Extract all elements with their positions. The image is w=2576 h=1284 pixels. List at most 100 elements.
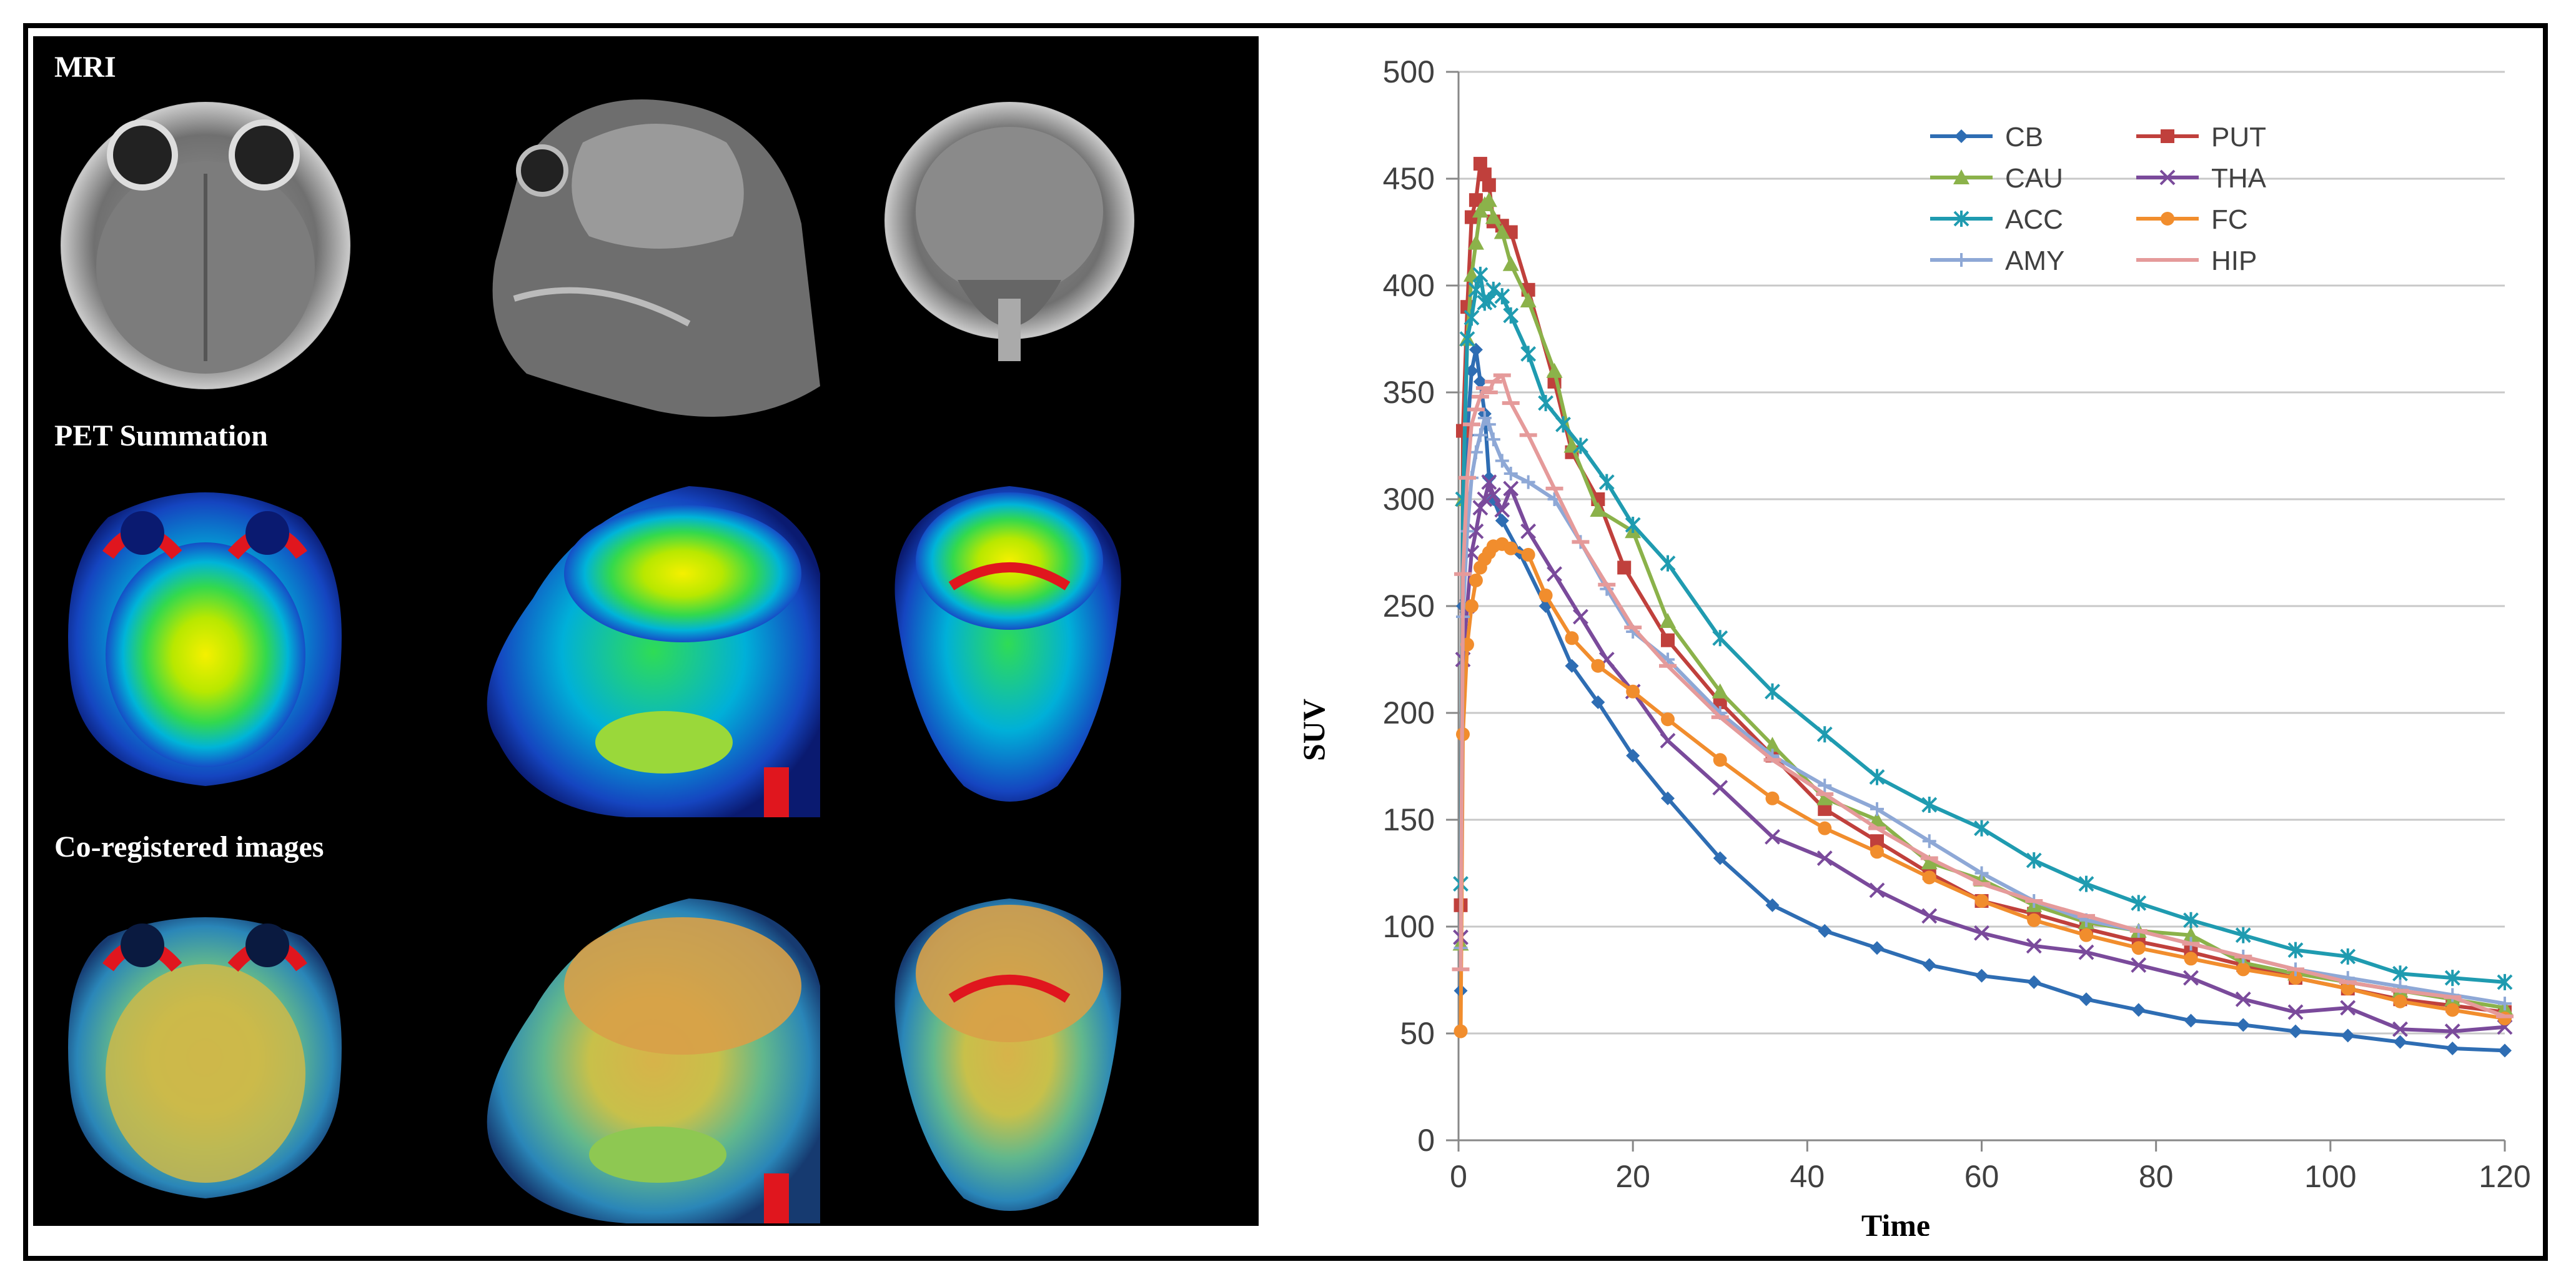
imaging-panel: MRI PET Summation Co-registered images [33, 36, 1259, 1226]
legend-item-tha: THA [2136, 163, 2267, 194]
data-point [2182, 927, 2199, 942]
data-point [1467, 234, 1484, 250]
data-point [1454, 1024, 1468, 1038]
data-point [1482, 470, 1496, 485]
series-fc [1454, 537, 2512, 1038]
data-point [2444, 970, 2460, 987]
y-tick-label: 150 [1383, 802, 1435, 837]
data-point [2131, 941, 2146, 955]
data-point [1818, 923, 1832, 938]
data-point [1464, 599, 1479, 613]
data-point [1521, 547, 1535, 562]
data-point [1922, 870, 1936, 885]
data-point [2078, 875, 2094, 892]
data-point [1495, 454, 1509, 468]
data-point [2289, 1024, 2302, 1038]
x-axis-title: Time [1861, 1208, 1930, 1236]
data-point [1503, 307, 1519, 324]
data-point [1477, 491, 1493, 507]
data-point [2498, 1043, 2512, 1058]
x-tick-label: 0 [1450, 1159, 1467, 1194]
data-point [1816, 790, 1833, 805]
data-point [1482, 178, 1496, 192]
data-point [1626, 684, 1640, 699]
data-point [1590, 502, 1607, 517]
data-point [1598, 474, 1615, 490]
pet-sagittal-scan [487, 486, 820, 817]
legend-label: THA [2211, 163, 2267, 194]
data-point [1617, 560, 1632, 575]
data-point [2340, 1000, 2356, 1016]
data-point [1591, 695, 1605, 709]
x-tick-label: 120 [2479, 1159, 2530, 1194]
legend-marker [1953, 169, 1969, 184]
legend-label: PUT [2211, 122, 2266, 152]
data-point [1661, 712, 1675, 727]
x-tick-label: 80 [2139, 1159, 2174, 1194]
data-point [1712, 683, 1728, 699]
legend-item-fc: FC [2136, 204, 2248, 235]
data-point [1974, 925, 1989, 941]
data-point [1468, 281, 1484, 298]
mri-axial-scan [61, 102, 350, 389]
data-point [1503, 541, 1518, 555]
data-point [2392, 1021, 2408, 1037]
data-point [1661, 791, 1675, 805]
data-point [1485, 487, 1502, 503]
data-point [1472, 266, 1489, 283]
data-point [2287, 942, 2304, 958]
data-point [1660, 612, 1676, 628]
data-point [1869, 769, 1885, 785]
series-amy [1454, 411, 2512, 1011]
data-point [1473, 374, 1487, 389]
data-point [2131, 1003, 2146, 1017]
data-point [1477, 167, 1492, 182]
data-point [1520, 346, 1537, 362]
data-point [1573, 437, 1588, 454]
pet-axial-scan [68, 492, 342, 786]
y-tick-label: 300 [1383, 482, 1435, 517]
legend-item-cb: CB [1930, 122, 2043, 152]
data-point [2498, 997, 2512, 1011]
data-point [2341, 982, 2355, 996]
mri-coronal-scan [884, 102, 1134, 361]
data-point [1712, 780, 1728, 796]
data-point [1974, 866, 1989, 880]
series-line-acc [1459, 272, 2505, 984]
data-point [1765, 791, 1780, 805]
data-point [1469, 193, 1483, 207]
data-point [2027, 913, 2041, 927]
y-tick-label: 50 [1400, 1016, 1435, 1051]
data-point [2393, 994, 2407, 1008]
coreg-axial-scan [68, 917, 342, 1198]
data-point [1713, 753, 1727, 767]
data-point [1547, 566, 1562, 582]
series-line-hip [1459, 373, 2506, 1018]
legend-item-put: PUT [2136, 122, 2266, 152]
data-point [1625, 517, 1641, 534]
x-tick-label: 60 [1964, 1159, 1999, 1194]
y-tick-label: 100 [1383, 909, 1435, 944]
legend-item-cau: CAU [1930, 163, 2063, 194]
legend-item-hip: HIP [2136, 246, 2257, 276]
data-point [2445, 1041, 2460, 1055]
data-point [1469, 445, 1483, 459]
x-tick-label: 100 [2304, 1159, 2356, 1194]
data-point [2444, 1023, 2460, 1039]
data-point [1520, 523, 1537, 539]
data-point [1503, 466, 1518, 480]
data-point [1713, 851, 1727, 865]
data-point [2235, 927, 2251, 943]
coreg-sagittal-scan [487, 898, 820, 1223]
data-point [1469, 573, 1483, 587]
y-tick-label: 0 [1417, 1123, 1435, 1158]
data-point [2235, 991, 2251, 1007]
data-point [1480, 192, 1497, 207]
data-point [1573, 609, 1588, 625]
data-point [1546, 362, 1563, 378]
data-point [1974, 893, 1989, 908]
data-point [2236, 962, 2251, 977]
data-point [1816, 726, 1833, 743]
legend-label: AMY [2005, 246, 2064, 276]
y-tick-label: 350 [1383, 375, 1435, 410]
